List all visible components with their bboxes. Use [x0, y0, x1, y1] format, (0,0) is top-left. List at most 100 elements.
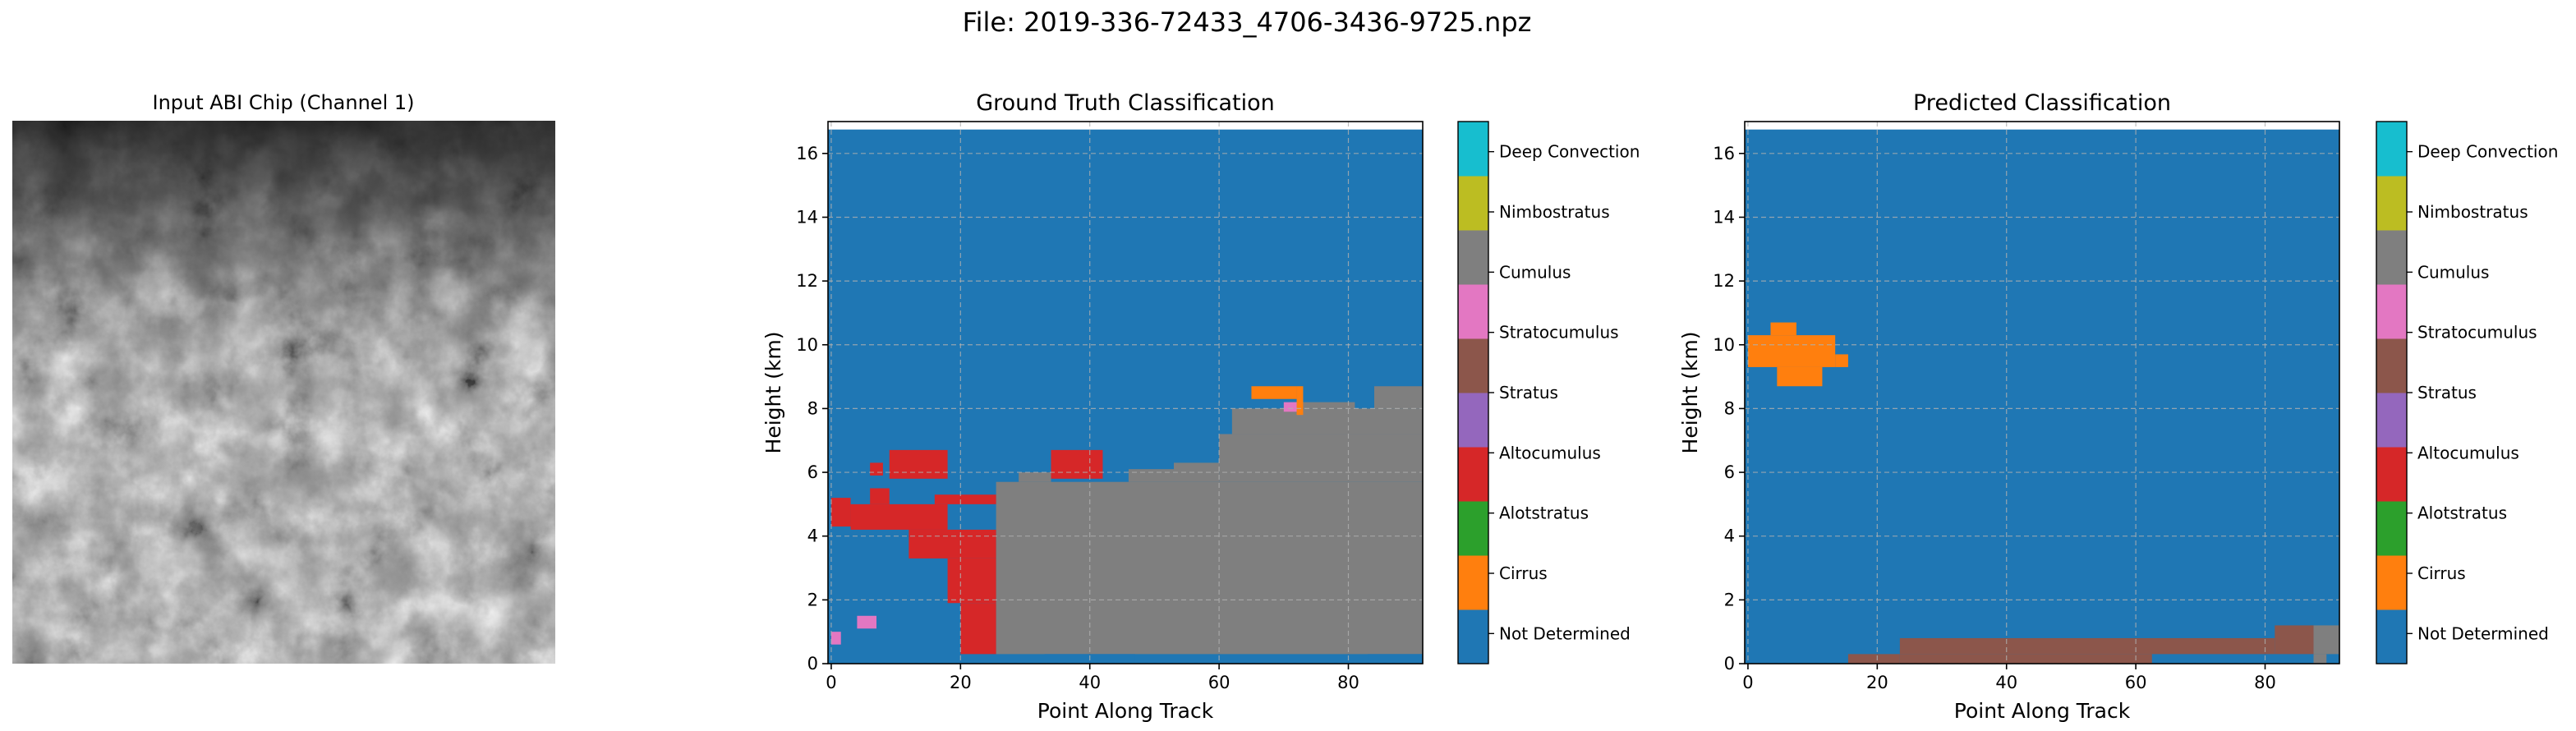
ground-truth-colorbar-segment [1458, 284, 1488, 339]
ground-truth-colorbar-label: Cirrus [1499, 563, 1548, 583]
predicted-ytick-label: 10 [1713, 335, 1735, 355]
ground-truth-ytick-label: 12 [796, 271, 818, 291]
ground-truth-region-altocumulus [870, 488, 890, 504]
predicted-ytick-label: 14 [1713, 207, 1735, 227]
ground-truth-region-cirrus [1251, 386, 1297, 399]
ground-truth-region-nimbostratus [1290, 402, 1355, 409]
ground-truth-ytick-label: 4 [807, 526, 818, 546]
figure-suptitle: File: 2019-336-72433_4706-3436-9725.npz [963, 7, 1532, 38]
predicted-colorbar-segment [2376, 284, 2407, 339]
predicted-region-cirrus [1747, 335, 1836, 367]
predicted-colorbar-label: Not Determined [2417, 623, 2549, 643]
predicted-ytick-label: 0 [1724, 654, 1735, 674]
ground-truth-region-altocumulus [1051, 449, 1103, 479]
predicted-colorbar-segment [2376, 230, 2407, 285]
predicted-ytick-label: 12 [1713, 271, 1735, 291]
predicted-colorbar-segment [2376, 338, 2407, 393]
ground-truth-colorbar-label: Not Determined [1499, 623, 1631, 643]
predicted-region-stratocumulus [2275, 625, 2314, 655]
ground-truth-region-nimbostratus [1174, 462, 1220, 482]
predicted-colorbar-segment [2376, 609, 2407, 664]
ground-truth-colorbar-segment [1458, 393, 1488, 448]
input-image-panel: Input ABI Chip (Channel 1) [12, 91, 555, 664]
predicted-region-cirrus [1835, 354, 1848, 367]
predicted-title: Predicted Classification [1913, 90, 2171, 116]
ground-truth-colorbar-segment [1458, 338, 1488, 393]
ground-truth-xtick-label: 20 [950, 673, 972, 692]
predicted-colorbar-label: Cumulus [2417, 262, 2489, 282]
ground-truth-xtick-label: 80 [1337, 673, 1359, 692]
predicted-region-cirrus [1777, 366, 1823, 387]
predicted-colorbar-segment [2376, 555, 2407, 610]
predicted-colorbar-label: Stratus [2417, 383, 2477, 402]
ground-truth-colorbar-label: Alotstratus [1499, 503, 1589, 523]
ground-truth-colorbar-segment [1458, 176, 1488, 231]
predicted-colorbar-label: Nimbostratus [2417, 202, 2528, 222]
predicted-colorbar-segment [2376, 122, 2407, 177]
predicted-colorbar-label: Deep Convection [2417, 142, 2558, 162]
ground-truth-colorbar-label: Altocumulus [1499, 443, 1601, 462]
ground-truth-ytick-label: 2 [807, 590, 818, 609]
predicted-panel: Predicted Classification 0 20 40 60 80 0 2 4 6 8 10… [1678, 90, 2558, 723]
predicted-ytick-label: 8 [1724, 398, 1735, 418]
ground-truth-colorbar-label: Cumulus [1499, 262, 1571, 282]
ground-truth-xtick-label: 60 [1208, 673, 1230, 692]
ground-truth-region-cirrus [1296, 386, 1304, 416]
ground-truth-region-nimbostratus [1219, 434, 1423, 482]
ground-truth-title: Ground Truth Classification [976, 90, 1275, 116]
predicted-xtick-label: 40 [1995, 673, 2017, 692]
ground-truth-ytick-label: 14 [796, 207, 818, 227]
predicted-xlabel: Point Along Track [1954, 699, 2131, 723]
ground-truth-axes-frame [827, 121, 1424, 664]
ground-truth-ytick-label: 6 [807, 462, 818, 482]
ground-truth-region-altocumulus [960, 603, 996, 655]
ground-truth-ylabel: Height (km) [761, 332, 785, 454]
ground-truth-xtick-label: 40 [1079, 673, 1101, 692]
ground-truth-panel: Ground Truth Classification 0 20 40 60 80 0 2 4 6… [761, 90, 1640, 723]
ground-truth-colorbar-segment [1458, 122, 1488, 177]
ground-truth-xtick-label: 0 [826, 673, 836, 692]
predicted-region-stratocumulus [1847, 654, 1900, 664]
predicted-xtick-label: 20 [1866, 673, 1888, 692]
predicted-colorbar-segment [2376, 501, 2407, 556]
predicted-ytick-label: 4 [1724, 526, 1735, 546]
ground-truth-region-nimbostratus [1373, 386, 1423, 409]
predicted-ylabel: Height (km) [1678, 332, 1702, 454]
ground-truth-ytick-label: 8 [807, 398, 818, 418]
predicted-xtick-label: 60 [2125, 673, 2147, 692]
ground-truth-colorbar-segment [1458, 447, 1488, 502]
ground-truth-region-nimbostratus [1231, 408, 1423, 434]
predicted-region-nimbostratus [2313, 625, 2339, 655]
ground-truth-colorbar-segment [1458, 609, 1488, 664]
ground-truth-colorbar-label: Deep Convection [1499, 142, 1640, 162]
ground-truth-colorbar-label: Stratocumulus [1499, 323, 1619, 343]
predicted-ytick-label: 2 [1724, 590, 1735, 609]
predicted-colorbar-label: Alotstratus [2417, 503, 2507, 523]
satellite-image-shadow [12, 121, 555, 664]
predicted-colorbar-label: Cirrus [2417, 563, 2466, 583]
predicted-colorbar-label: Altocumulus [2417, 443, 2519, 462]
predicted-xtick-label: 0 [1742, 673, 1753, 692]
ground-truth-ytick-label: 0 [807, 654, 818, 674]
predicted-colorbar-segment [2376, 176, 2407, 231]
ground-truth-ytick-label: 10 [796, 335, 818, 355]
predicted-colorbar-label: Stratocumulus [2417, 323, 2537, 343]
ground-truth-xlabel: Point Along Track [1037, 699, 1214, 723]
ground-truth-region-cumulus [1283, 402, 1297, 412]
predicted-colorbar-segment [2376, 393, 2407, 448]
predicted-axes-frame [1744, 121, 2340, 664]
predicted-background-cells [1745, 129, 2339, 664]
predicted-xtick-label: 80 [2254, 673, 2276, 692]
ground-truth-region-altocumulus [934, 494, 996, 504]
ground-truth-region-altocumulus [850, 503, 948, 530]
ground-truth-colorbar-label: Stratus [1499, 383, 1558, 402]
ground-truth-region-cumulus [857, 615, 877, 629]
ground-truth-region-altocumulus [870, 462, 883, 476]
predicted-ytick-label: 6 [1724, 462, 1735, 482]
ground-truth-ytick-label: 16 [796, 144, 818, 163]
ground-truth-region-altocumulus [908, 529, 996, 559]
ground-truth-region-not-determined [1368, 654, 1423, 664]
ground-truth-region-altocumulus [830, 498, 851, 527]
predicted-region-nimbostratus [2313, 654, 2327, 664]
